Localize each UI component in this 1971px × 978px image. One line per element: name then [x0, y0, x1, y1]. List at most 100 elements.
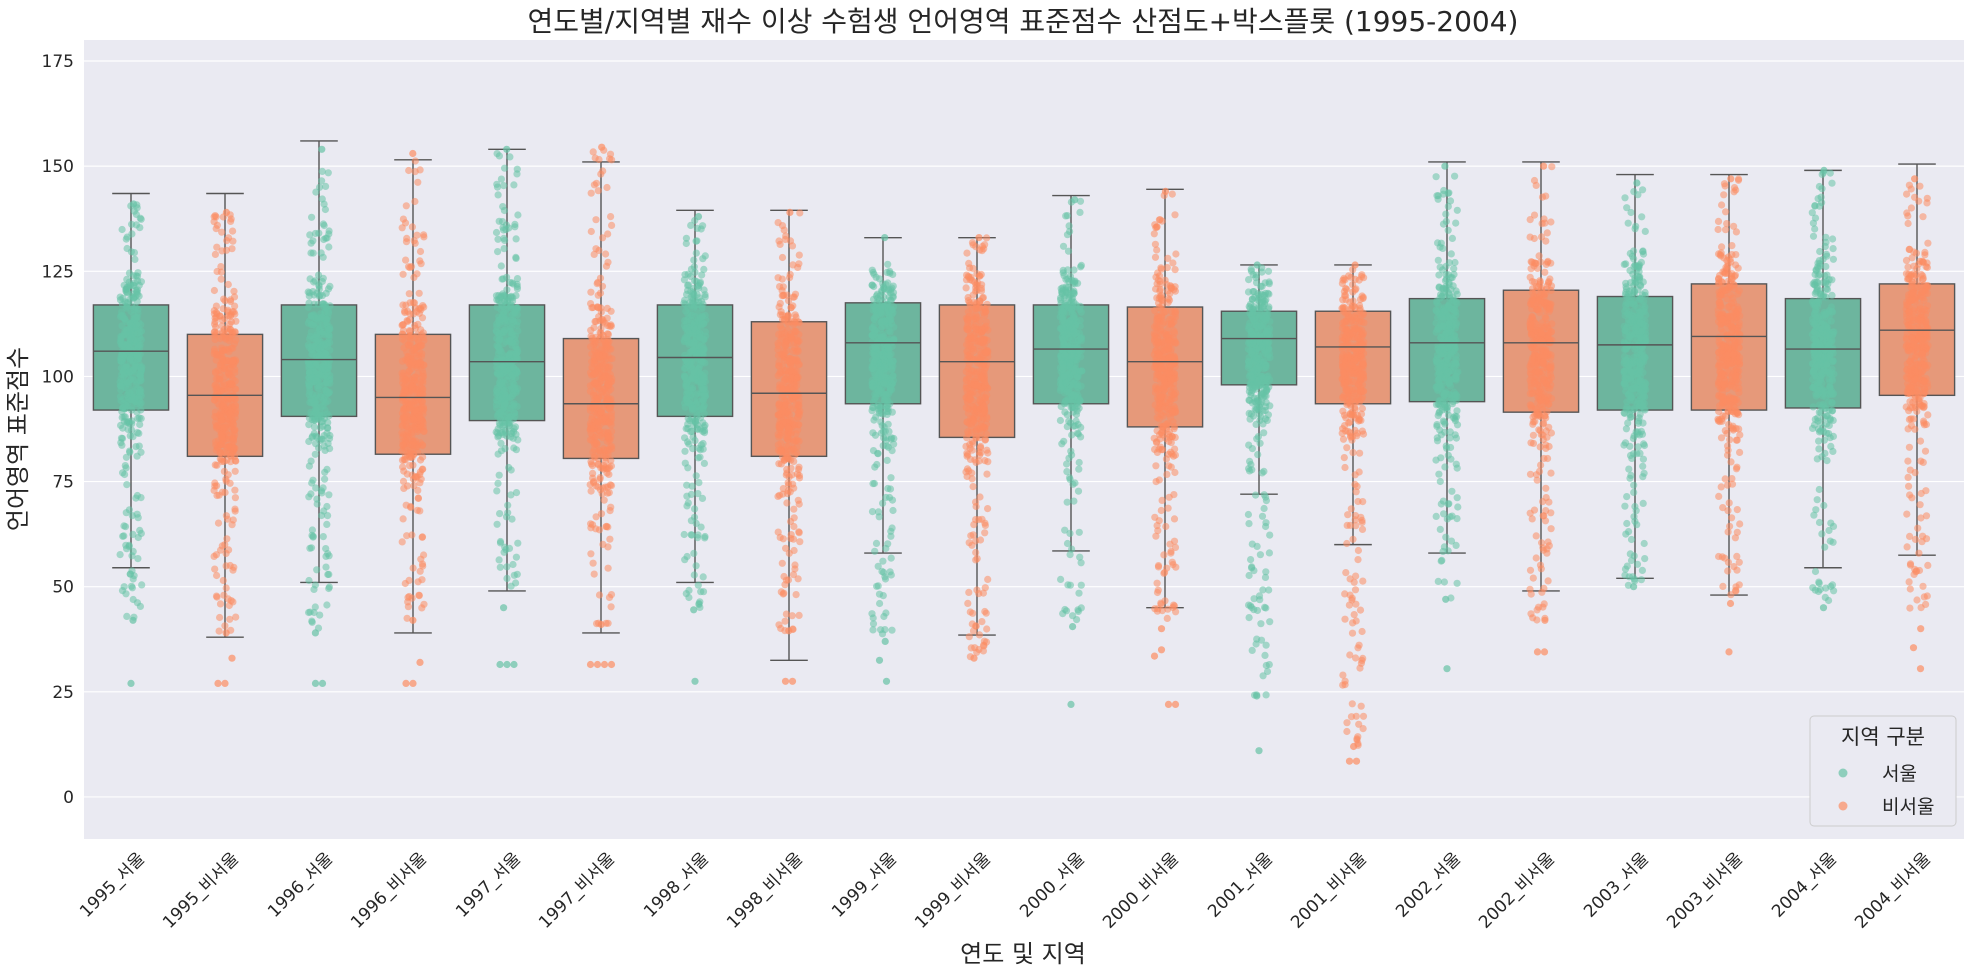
strip-point [116, 393, 124, 401]
strip-point [784, 487, 792, 495]
strip-point [684, 414, 692, 423]
strip-point [399, 515, 407, 523]
strip-point [869, 626, 877, 634]
strip-point [682, 239, 690, 248]
strip-point [494, 191, 502, 199]
y-tick-label: 125 [42, 262, 74, 282]
strip-point [1157, 311, 1165, 319]
strip-point [796, 538, 804, 546]
strip-point [211, 479, 219, 487]
strip-point [872, 413, 880, 421]
strip-point [222, 562, 230, 570]
strip-point [887, 554, 895, 562]
strip-point [774, 342, 783, 350]
strip-point [324, 439, 332, 448]
strip-point [320, 396, 328, 404]
strip-point [1077, 559, 1085, 567]
strip-point [1065, 222, 1073, 230]
strip-point [1058, 307, 1067, 316]
strip-point [778, 222, 787, 230]
strip-point [326, 302, 334, 310]
strip-point [604, 330, 613, 338]
strip-point [791, 565, 799, 573]
strip-point [1172, 389, 1180, 397]
strip-point [318, 489, 326, 497]
category-group [92, 192, 170, 688]
strip-point [790, 505, 798, 513]
outlier-point [416, 658, 424, 667]
strip-point [308, 396, 316, 404]
strip-point [888, 524, 896, 532]
strip-point [1161, 385, 1169, 393]
strip-point [776, 311, 785, 319]
strip-point [1152, 462, 1160, 470]
strip-point [1062, 607, 1071, 615]
strip-point [131, 363, 139, 371]
strip-point [122, 362, 130, 370]
strip-point [412, 473, 420, 481]
strip-point [310, 429, 318, 437]
strip-point [689, 384, 697, 392]
strip-point [409, 461, 417, 469]
strip-point [326, 431, 334, 440]
strip-point [590, 181, 599, 189]
strip-point [500, 245, 508, 253]
strip-point [587, 227, 595, 236]
strip-point [420, 231, 428, 239]
strip-point [117, 439, 125, 447]
strip-point [132, 210, 140, 218]
strip-point [587, 487, 595, 495]
strip-point [972, 434, 980, 442]
strip-point [310, 423, 318, 431]
strip-point [321, 446, 329, 454]
strip-point [124, 418, 133, 426]
outlier-point [593, 660, 602, 669]
strip-point [503, 574, 511, 583]
strip-point [493, 520, 501, 528]
strip-point [779, 407, 787, 415]
strip-point [972, 622, 980, 630]
strip-point [871, 326, 879, 334]
strip-point [500, 604, 508, 612]
strip-point [406, 264, 414, 272]
outlier-point [496, 660, 504, 669]
strip-point [607, 307, 615, 315]
strip-point [1261, 651, 1269, 660]
strip-point [496, 380, 505, 388]
strip-point [127, 376, 135, 384]
strip-point [1168, 320, 1176, 328]
strip-point [514, 539, 522, 547]
strip-point [973, 555, 981, 563]
strip-point [699, 385, 707, 393]
strip-point [1154, 605, 1162, 613]
strip-point [1168, 190, 1176, 198]
strip-point [308, 617, 316, 625]
strip-point [789, 535, 798, 543]
strip-point [875, 513, 883, 521]
strip-point [787, 464, 795, 472]
strip-point [211, 565, 219, 573]
strip-point [1151, 253, 1160, 261]
strip-point [321, 475, 329, 483]
strip-point [607, 322, 615, 330]
strip-point [599, 361, 607, 369]
strip-point [887, 571, 895, 579]
strip-point [511, 223, 519, 231]
strip-point [506, 279, 514, 287]
strip-point [701, 426, 709, 435]
strip-point [399, 270, 407, 278]
strip-point [125, 542, 133, 551]
strip-point [687, 265, 696, 273]
strip-point [1063, 368, 1071, 376]
strip-point [966, 264, 974, 272]
strip-point [697, 588, 705, 596]
strip-point [322, 563, 330, 571]
strip-point [120, 522, 128, 530]
strip-point [319, 253, 327, 261]
strip-point [1064, 581, 1072, 589]
strip-point [775, 303, 783, 311]
strip-point [694, 454, 702, 462]
strip-point [880, 332, 888, 340]
strip-point [216, 312, 224, 320]
